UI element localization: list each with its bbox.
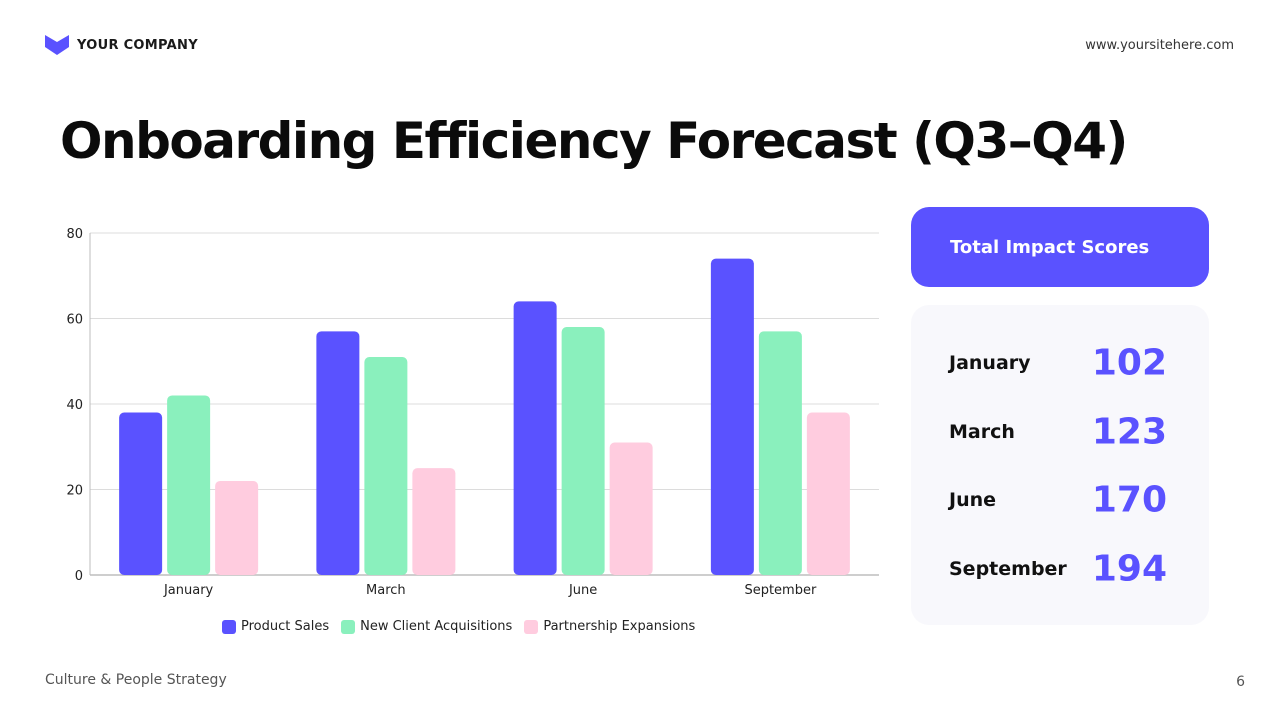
x-tick-label: March xyxy=(366,583,406,598)
bar-new-client-acquisitions-january xyxy=(167,395,211,575)
y-tick-label: 60 xyxy=(66,313,83,328)
bar-new-client-acquisitions-june xyxy=(561,327,605,575)
legend-label: Product Sales xyxy=(241,619,330,634)
legend-swatch-new-client-acquisitions xyxy=(341,619,356,634)
score-month: September xyxy=(949,558,1067,580)
company-brand: YOUR COMPANY xyxy=(45,35,198,55)
y-tick-label: 20 xyxy=(66,484,83,499)
score-value: 194 xyxy=(1091,548,1167,590)
y-tick-label: 0 xyxy=(75,569,83,584)
bar-product-sales-september xyxy=(710,258,754,575)
legend-item-product-sales: Product Sales xyxy=(222,619,329,634)
legend-item-partnership-expansions: Partnership Expansions xyxy=(524,619,695,634)
legend-label: Partnership Expansions xyxy=(543,619,696,634)
x-tick-label: June xyxy=(568,583,597,598)
chart-legend: Product Sales New Client Acquisitions Pa… xyxy=(222,619,695,634)
legend-swatch-product-sales xyxy=(222,619,236,634)
bar-product-sales-march xyxy=(316,331,360,575)
score-month: March xyxy=(949,421,1015,443)
impact-scores-panel: January 102 March 123 June 170 September… xyxy=(911,305,1209,625)
bar-partnership-expansions-january xyxy=(215,480,259,575)
score-month: January xyxy=(949,352,1031,374)
bar-new-client-acquisitions-march xyxy=(364,356,408,575)
impact-panel-header: Total Impact Scores xyxy=(911,207,1209,287)
y-tick-label: 80 xyxy=(66,227,83,242)
footer-caption: Culture & People Strategy xyxy=(45,672,227,688)
x-tick-label: September xyxy=(744,583,817,598)
bar-partnership-expansions-june xyxy=(609,442,653,575)
bar-product-sales-june xyxy=(513,301,557,575)
score-row-january: January 102 xyxy=(911,333,1209,393)
page-title: Onboarding Efficiency Forecast (Q3–Q4) xyxy=(60,112,1128,170)
score-month: June xyxy=(949,489,997,511)
score-value: 123 xyxy=(1091,411,1167,453)
score-value: 170 xyxy=(1091,479,1167,521)
page-number: 6 xyxy=(1236,674,1245,690)
score-row-september: September 194 xyxy=(911,539,1209,599)
legend-swatch-partnership-expansions xyxy=(524,619,539,634)
bar-chart: 0 20 40 60 80 January March June September xyxy=(66,227,879,598)
bar-partnership-expansions-september xyxy=(806,412,850,575)
logo-chevron-icon xyxy=(45,35,69,55)
bar-partnership-expansions-march xyxy=(412,468,456,575)
legend-label: New Client Acquisitions xyxy=(360,619,513,634)
score-row-june: June 170 xyxy=(911,470,1209,530)
company-name: YOUR COMPANY xyxy=(77,37,198,53)
impact-panel-title: Total Impact Scores xyxy=(950,236,1150,258)
website-url[interactable]: www.yoursitehere.com xyxy=(1085,38,1234,53)
y-tick-label: 40 xyxy=(66,398,83,413)
legend-item-new-client-acquisitions: New Client Acquisitions xyxy=(341,619,512,634)
bar-new-client-acquisitions-september xyxy=(758,331,802,575)
score-row-march: March 123 xyxy=(911,402,1209,462)
x-tick-label: January xyxy=(163,583,214,598)
bar-product-sales-january xyxy=(119,412,163,575)
score-value: 102 xyxy=(1091,342,1167,384)
